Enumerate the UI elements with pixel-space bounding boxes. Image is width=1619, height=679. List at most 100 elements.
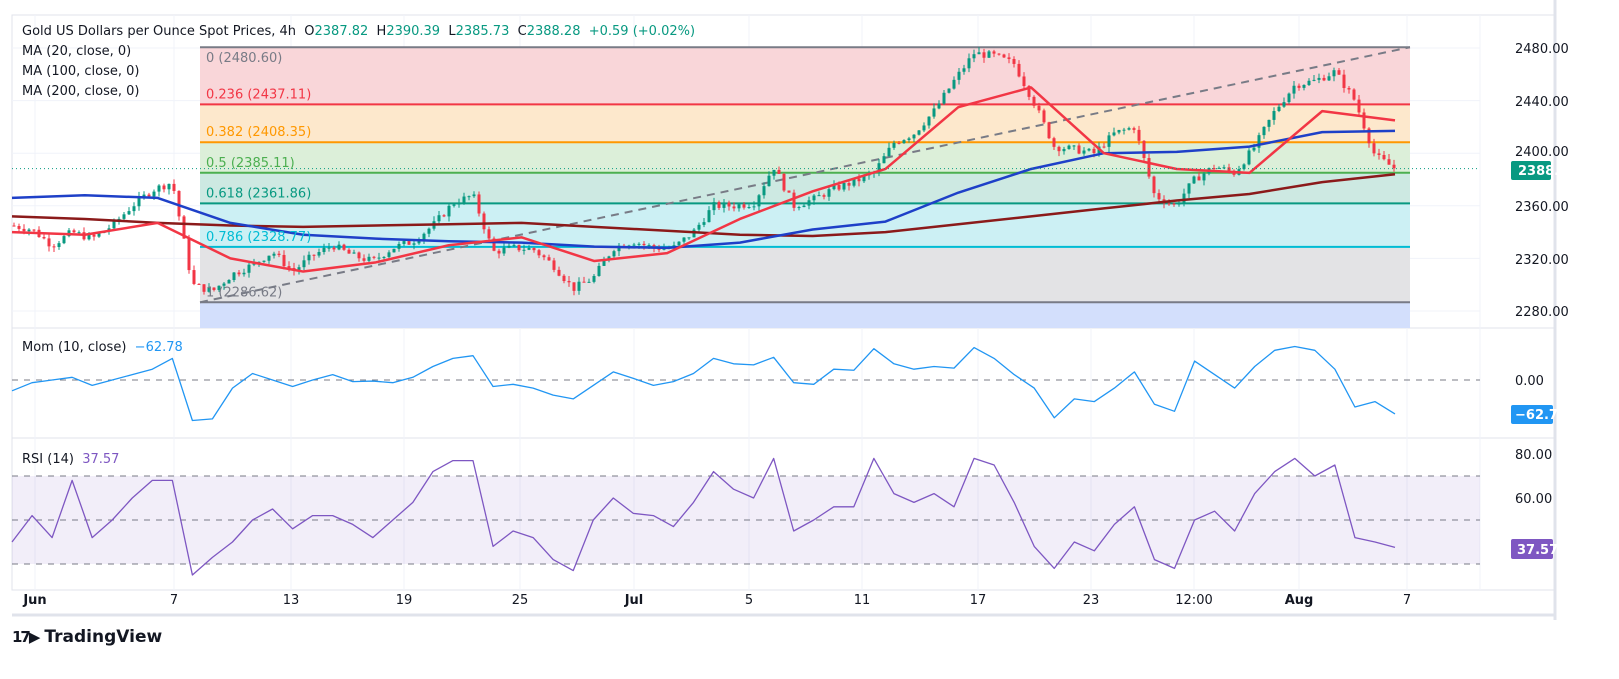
candle-body: [1032, 96, 1036, 106]
candle-body: [342, 244, 346, 250]
candle-body: [877, 163, 881, 173]
candle-body: [1102, 146, 1106, 148]
symbol-title[interactable]: Gold US Dollars per Ounce Spot Prices, 4…: [22, 24, 296, 39]
candle-body: [987, 51, 991, 58]
candle-body: [1322, 77, 1326, 81]
candle-body: [157, 185, 161, 192]
fib-label-0786: 0.786 (2328.77): [206, 230, 311, 245]
low-value: 2385.73: [455, 24, 510, 39]
candle-body: [1067, 145, 1071, 150]
candle-body: [12, 225, 16, 227]
candle-body: [127, 211, 131, 215]
candle-body: [837, 184, 841, 190]
candle-body: [22, 228, 26, 232]
rsi-value: 37.57: [1517, 543, 1558, 558]
candle-body: [1127, 128, 1131, 130]
fibonacci-retracement[interactable]: [199, 46, 1411, 328]
time-tick: 23: [1083, 593, 1100, 608]
candle-body: [402, 241, 406, 244]
time-tick: 7: [170, 593, 178, 608]
candle-body: [1307, 80, 1311, 85]
candle-body: [677, 241, 681, 246]
candle-body: [32, 229, 36, 231]
candle-body: [1182, 193, 1186, 203]
mom-value-tag: [1511, 405, 1553, 424]
mom-value: −62.78: [1515, 408, 1567, 423]
candle-body: [1202, 173, 1206, 181]
candle-body: [807, 200, 811, 206]
candle-body: [477, 194, 481, 214]
candle-body: [357, 252, 361, 259]
candle-body: [1172, 203, 1176, 205]
fib-zone: [200, 104, 1410, 143]
low-label: L: [448, 24, 456, 39]
rsi-legend[interactable]: RSI (14) 37.57: [22, 452, 119, 467]
candle-body: [352, 252, 356, 254]
candle-body: [1347, 87, 1351, 90]
candle-body: [532, 248, 536, 251]
candle-body: [812, 195, 816, 201]
ma200-legend[interactable]: MA (200, close, 0): [22, 84, 140, 99]
candle-body: [1007, 57, 1011, 60]
candle-body: [482, 213, 486, 230]
candle-body: [767, 175, 771, 187]
candle-body: [27, 229, 31, 232]
candle-body: [1167, 203, 1171, 205]
candle-body: [512, 244, 516, 246]
candle-body: [1392, 164, 1396, 169]
candle-body: [302, 260, 306, 268]
ma20-legend[interactable]: MA (20, close, 0): [22, 44, 132, 59]
tradingview-logo[interactable]: 17▶ TradingView: [12, 627, 162, 647]
fib-trend-line: [199, 46, 1411, 304]
candle-body: [777, 169, 781, 174]
candle-body: [1292, 85, 1296, 94]
candle-body: [1217, 167, 1221, 169]
candle-body: [382, 256, 386, 258]
candle-body: [852, 178, 856, 186]
time-axis[interactable]: Jun 7 13 19 25 Jul 5 11 17 23 12:00 Aug 7: [22, 593, 1411, 608]
candle-body: [447, 205, 451, 217]
fib-zone: [200, 246, 1410, 303]
rsi-tick: 60.00: [1515, 492, 1552, 507]
candle-body: [727, 202, 731, 207]
candle-body: [952, 79, 956, 89]
momentum-legend[interactable]: Mom (10, close) −62.78: [22, 340, 183, 355]
candle-body: [822, 195, 826, 197]
candle-body: [577, 281, 581, 291]
candle-body: [712, 202, 716, 211]
open-label: O: [304, 24, 315, 39]
candle-body: [1362, 112, 1366, 129]
candle-body: [907, 138, 911, 141]
candle-body: [1077, 145, 1081, 154]
candle-body: [467, 196, 471, 198]
candle-body: [957, 71, 961, 80]
candle-body: [1317, 77, 1321, 80]
candle-body: [322, 247, 326, 253]
candle-body: [682, 237, 686, 242]
candle-body: [617, 245, 621, 252]
candle-body: [1252, 147, 1256, 151]
candle-body: [137, 196, 141, 207]
candle-body: [592, 275, 596, 282]
candle-body: [587, 281, 591, 283]
candle-body: [1242, 164, 1246, 170]
candle-body: [962, 68, 966, 72]
candle-body: [1047, 122, 1051, 139]
fib-label-05: 0.5 (2385.11): [206, 156, 295, 171]
candle-body: [1382, 154, 1386, 160]
candle-body: [367, 256, 371, 261]
candle-body: [697, 224, 701, 230]
candle-body: [937, 103, 941, 109]
candle-body: [57, 243, 61, 247]
candle-body: [142, 194, 146, 197]
tradingview-icon: 17▶: [12, 628, 40, 646]
price-axis[interactable]: 2480.00 2440.00 2400.00 2360.00 2320.00 …: [1511, 42, 1577, 559]
candle-body: [462, 196, 466, 204]
candle-body: [827, 189, 831, 197]
candle-body: [1137, 129, 1141, 141]
candle-body: [192, 270, 196, 284]
symbol-legend: Gold US Dollars per Ounce Spot Prices, 4…: [22, 24, 695, 39]
time-tick: 11: [854, 593, 871, 608]
ma100-legend[interactable]: MA (100, close, 0): [22, 64, 140, 79]
